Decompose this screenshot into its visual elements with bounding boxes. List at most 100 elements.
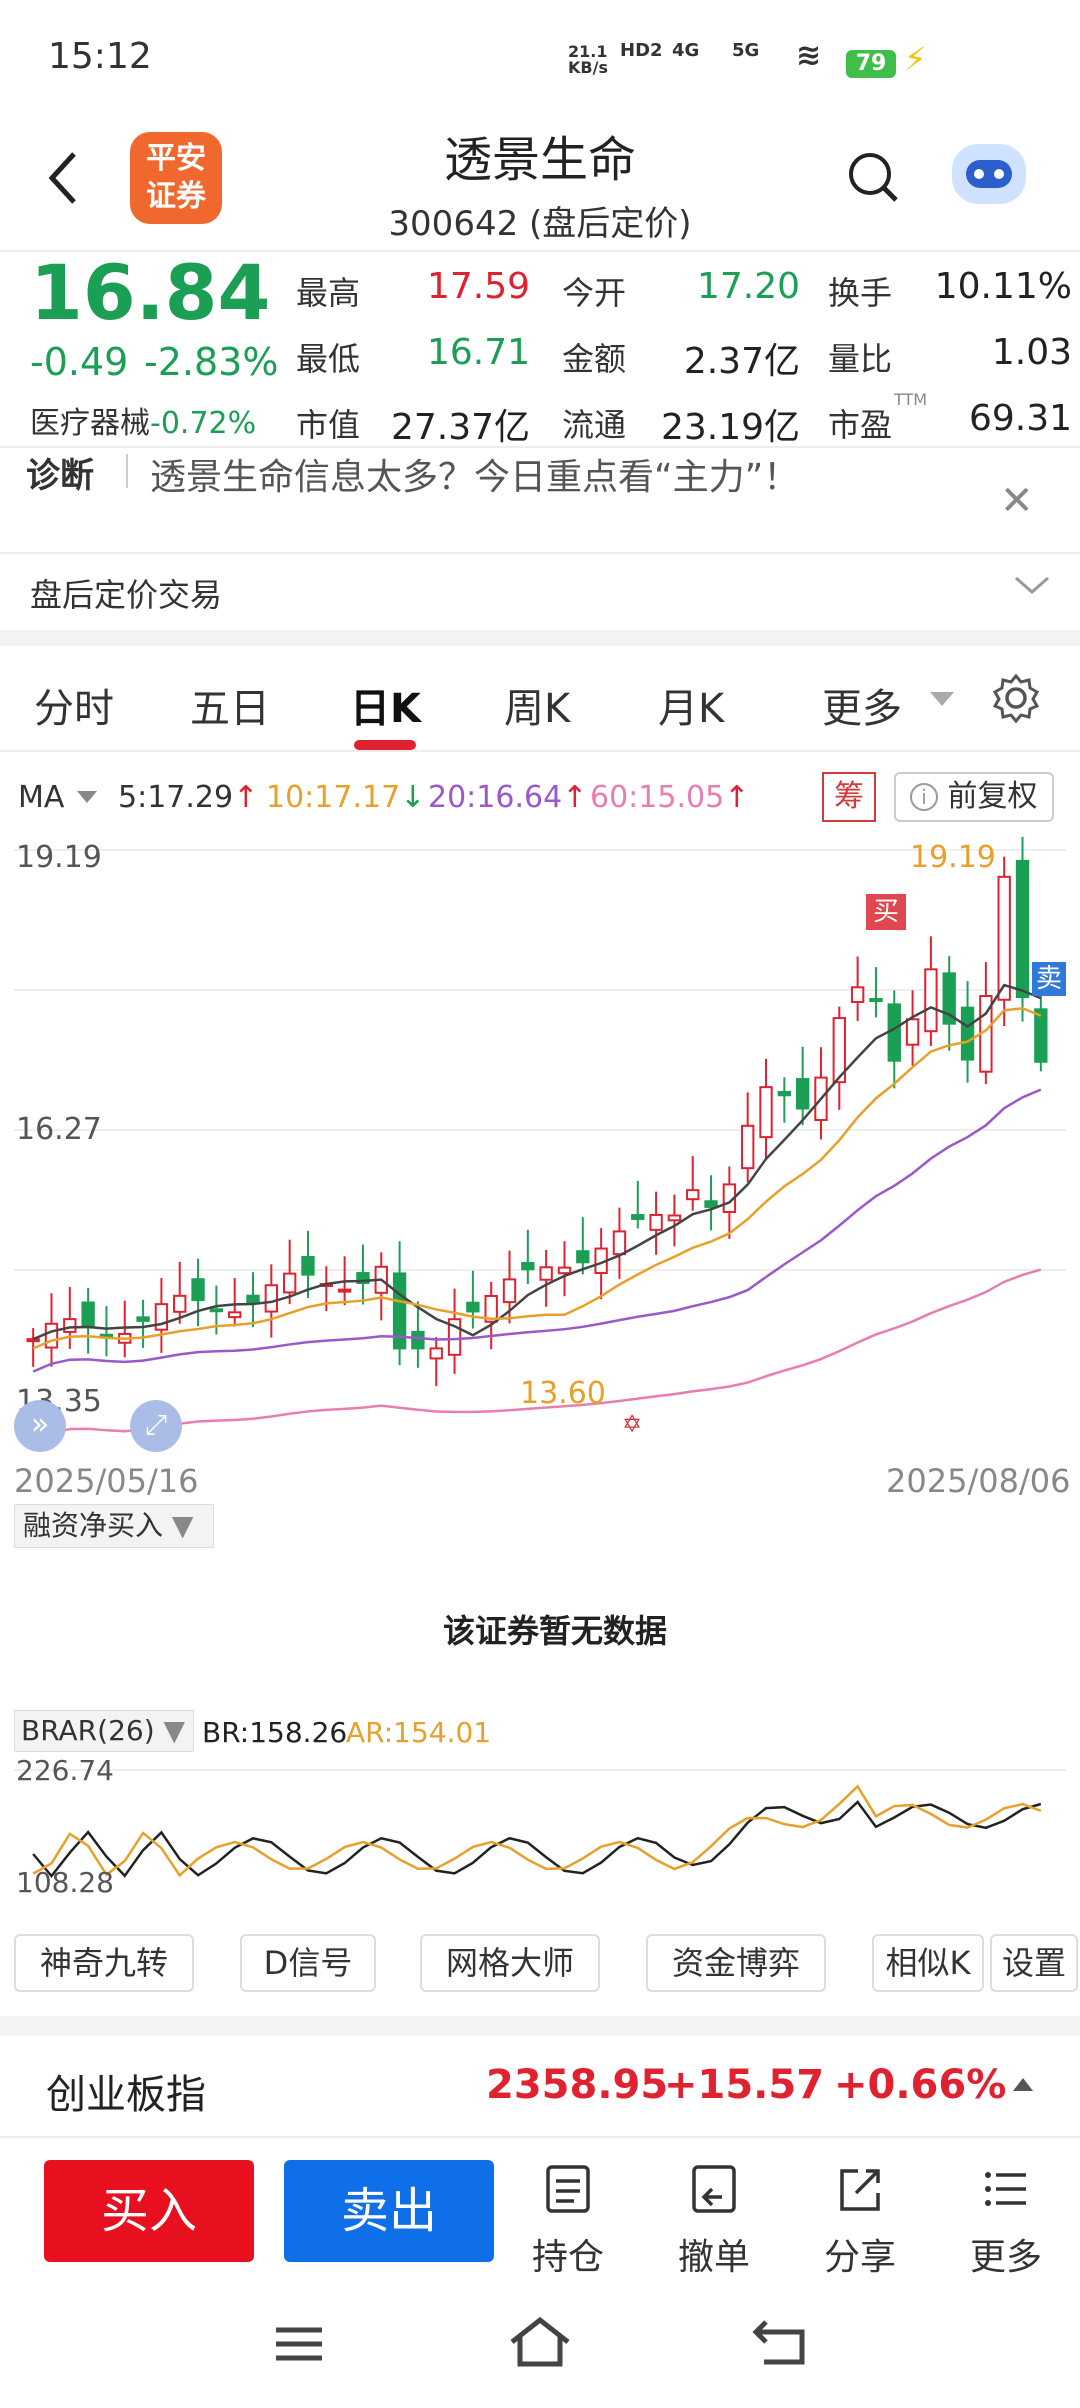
candle-body: [502, 1278, 517, 1304]
quote-value: 10.11%: [934, 266, 1072, 307]
candle-body: [392, 1272, 407, 1350]
candle-body: [301, 1256, 315, 1276]
candle-body: [484, 1294, 498, 1323]
price-adjust-button[interactable]: i 前复权: [894, 772, 1054, 822]
ma20-value: 20:16.64↑: [428, 780, 588, 815]
high-price-marker: 19.19: [910, 840, 996, 875]
quote-label: 换手: [828, 274, 893, 312]
undo-document-icon: [692, 2165, 736, 2213]
recent-apps-icon[interactable]: [274, 2324, 324, 2364]
home-icon[interactable]: [508, 2316, 572, 2368]
tab-five-day[interactable]: 五日: [190, 686, 270, 732]
candle-body: [924, 968, 938, 1033]
brar-selector[interactable]: BRAR(26) ▼: [14, 1710, 194, 1752]
sell-signal-badge: 卖: [1032, 962, 1066, 996]
diagnosis-tag: 诊断: [26, 456, 94, 496]
cancel-order-button[interactable]: 撤单: [654, 2158, 774, 2280]
candle-body: [26, 1338, 40, 1343]
battery-icon: 79: [846, 50, 896, 78]
candle-body: [191, 1278, 205, 1302]
info-icon: i: [910, 783, 938, 811]
candlestick-chart[interactable]: [0, 830, 1080, 1470]
stock-title: 透景生命: [443, 132, 636, 188]
quote-label: 量比: [828, 340, 893, 378]
assistant-robot-icon[interactable]: [952, 144, 1026, 204]
divider: [0, 750, 1080, 752]
back-nav-icon[interactable]: [752, 2318, 808, 2368]
gear-icon[interactable]: [990, 672, 1042, 724]
candle-body: [173, 1294, 187, 1313]
signal-5g-icon: 5G: [732, 40, 760, 61]
fullscreen-icon[interactable]: ⤢: [130, 1400, 182, 1452]
margin-indicator-selector[interactable]: 融资净买入 ▼: [14, 1504, 214, 1548]
dropdown-triangle-icon[interactable]: [76, 790, 98, 804]
share-button[interactable]: 分享: [800, 2158, 920, 2280]
broker-logo: 平安 证券: [130, 132, 222, 224]
search-icon[interactable]: [844, 148, 904, 208]
document-icon: [546, 2165, 590, 2213]
status-bar: 15:12 21.1 KB/s HD2 4G 5G ≋ 79 ⚡: [0, 0, 1080, 120]
quote-value: 17.59: [426, 266, 530, 307]
buy-button[interactable]: 买入: [44, 2160, 254, 2262]
quote-value: 1.03: [991, 332, 1072, 373]
chip-distribution-button[interactable]: 筹: [822, 772, 876, 822]
candle-body: [337, 1288, 352, 1293]
candle-body: [759, 1086, 773, 1139]
chevron-up-icon[interactable]: [1012, 2076, 1034, 2092]
brar-y-top: 226.74: [16, 1754, 114, 1787]
candle-body: [539, 1266, 553, 1281]
back-icon[interactable]: [44, 148, 84, 208]
candle-body: [576, 1250, 590, 1264]
index-name[interactable]: 创业板指: [46, 2072, 206, 2118]
tab-intraday[interactable]: 分时: [34, 686, 114, 732]
industry-info[interactable]: 医疗器械-0.72%: [30, 406, 257, 441]
signal-4g-icon: 4G: [672, 40, 700, 61]
index-change: +15.57: [664, 2062, 825, 2108]
date-start: 2025/05/16: [14, 1462, 199, 1500]
diagnosis-text: 透景生命信息太多？今日重点看“主力”！: [150, 457, 800, 498]
event-marker-icon[interactable]: ✡: [622, 1410, 643, 1438]
hd-icon: HD2: [620, 40, 663, 61]
tab-more[interactable]: 更多: [822, 686, 902, 732]
tool-settings[interactable]: 设置: [990, 1934, 1078, 1992]
price-change: -0.49: [30, 340, 129, 384]
ma60-line: [32, 1268, 1042, 1443]
positions-button[interactable]: 持仓: [508, 2158, 628, 2280]
candle-body: [228, 1311, 242, 1319]
tool-d-signal[interactable]: D信号: [240, 1934, 376, 1992]
no-data-message: 该证券暂无数据: [442, 1612, 667, 1650]
index-value: 2358.95: [486, 2062, 669, 2108]
candle-body: [136, 1316, 150, 1322]
after-hours-label[interactable]: 盘后定价交易: [30, 576, 223, 614]
candle-body: [246, 1294, 260, 1304]
tab-daily-k[interactable]: 日K: [350, 686, 421, 732]
tool-similar-k[interactable]: 相似K: [872, 1934, 984, 1992]
dropdown-triangle-icon[interactable]: [928, 690, 956, 708]
chevron-down-icon[interactable]: [1012, 574, 1052, 598]
candle-body: [832, 1017, 846, 1084]
tool-capital-game[interactable]: 资金博弈: [646, 1934, 826, 1992]
ma-selector[interactable]: MA: [18, 780, 65, 815]
sell-button[interactable]: 卖出: [284, 2160, 494, 2262]
more-button[interactable]: 更多: [946, 2158, 1066, 2280]
candle-body: [81, 1301, 95, 1328]
tab-weekly-k[interactable]: 周K: [504, 686, 571, 732]
ma60-value: 60:15.05↑: [590, 780, 750, 815]
br-value: BR:158.26: [202, 1716, 348, 1749]
tool-grid-master[interactable]: 网格大师: [420, 1934, 600, 1992]
quote-value: 23.19亿: [660, 407, 800, 448]
tab-monthly-k[interactable]: 月K: [658, 686, 725, 732]
scroll-left-icon[interactable]: »: [14, 1400, 66, 1452]
candle-body: [44, 1322, 59, 1349]
close-icon[interactable]: ✕: [1000, 478, 1034, 524]
candle-body: [850, 986, 865, 1003]
ma20-line: [32, 1088, 1042, 1373]
tool-magic-nine[interactable]: 神奇九转: [14, 1934, 194, 1992]
status-time: 15:12: [48, 36, 152, 77]
diagnosis-banner[interactable]: 诊断 透景生命信息太多？今日重点看“主力”！: [0, 448, 1080, 534]
ma5-line: [32, 983, 1042, 1341]
candle-body: [282, 1272, 297, 1294]
index-change-pct: +0.66%: [834, 2062, 1007, 2108]
candle-body: [869, 998, 883, 1003]
quote-value: 27.37亿: [390, 407, 530, 448]
